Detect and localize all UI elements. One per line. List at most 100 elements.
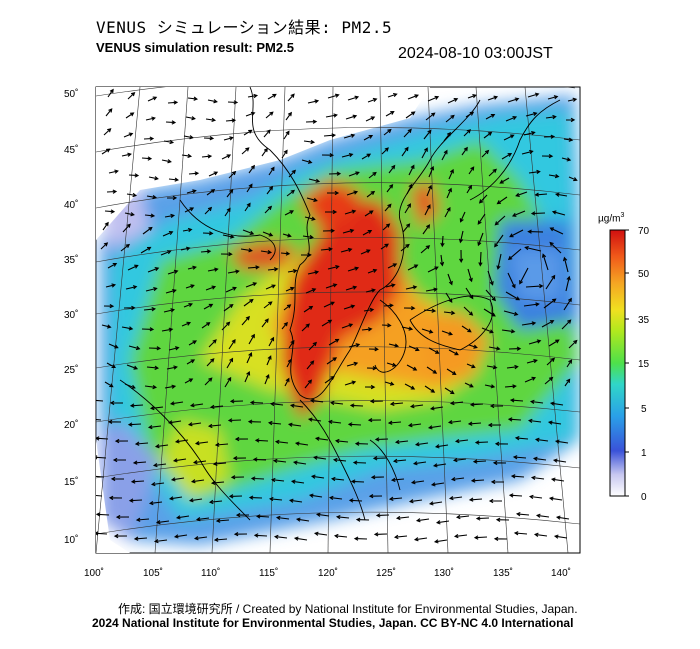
wind-arrow: [163, 139, 175, 145]
wind-arrow: [244, 202, 251, 212]
wind-arrow: [245, 282, 258, 288]
wind-arrow: [267, 267, 279, 272]
wind-arrow: [428, 347, 440, 354]
wind-arrow: [543, 134, 556, 139]
wind-arrow: [295, 517, 310, 522]
wind-arrow: [568, 176, 578, 182]
wind-arrow: [104, 209, 116, 214]
wind-arrow: [228, 338, 236, 350]
wind-arrow: [327, 264, 340, 270]
wind-arrow: [106, 189, 118, 194]
wind-arrow: [133, 536, 148, 541]
wind-arrow: [353, 536, 368, 541]
wind-arrow: [227, 100, 239, 105]
wind-arrow: [414, 442, 429, 447]
wind-arrow: [226, 189, 234, 198]
wind-arrow: [548, 173, 560, 179]
wind-arrow: [543, 298, 557, 309]
wind-arrow: [124, 212, 135, 217]
wind-arrow: [483, 131, 493, 139]
wind-arrow: [247, 265, 260, 270]
wind-arrow: [494, 215, 506, 226]
wind-arrow: [308, 341, 318, 351]
wind-arrow: [384, 381, 395, 386]
wind-arrow: [248, 333, 255, 345]
wind-arrow: [240, 248, 253, 253]
wind-arrow: [350, 479, 365, 484]
wind-arrow: [293, 536, 308, 541]
wind-arrow: [266, 355, 272, 366]
wind-arrow: [346, 361, 359, 367]
lat-label-50: 50˚: [64, 88, 78, 100]
wind-arrow: [477, 213, 486, 225]
wind-arrow: [434, 444, 449, 449]
wind-arrow: [510, 474, 525, 479]
wind-arrow: [541, 320, 555, 328]
wind-arrow: [308, 178, 321, 183]
wind-arrow: [342, 228, 355, 234]
wind-arrow: [174, 439, 189, 444]
wind-arrow: [467, 94, 477, 99]
wind-arrow: [107, 262, 118, 269]
wind-arrow: [363, 134, 374, 141]
wind-arrow: [446, 368, 457, 376]
wind-arrow: [515, 191, 528, 197]
wind-arrow: [548, 496, 563, 501]
lat-label-15: 15˚: [64, 476, 78, 488]
wind-arrow: [286, 358, 292, 368]
wind-arrow: [366, 190, 376, 198]
wind-arrow: [128, 345, 141, 351]
wind-arrow: [304, 216, 316, 221]
wind-arrow: [485, 289, 496, 302]
wind-arrow: [528, 339, 542, 345]
wind-arrow: [466, 363, 476, 369]
wind-arrow: [347, 95, 360, 101]
wind-arrow: [447, 273, 453, 286]
wind-arrow: [107, 88, 114, 98]
wind-arrow: [106, 362, 116, 369]
wind-arrow: [288, 498, 303, 503]
wind-arrow: [208, 339, 217, 348]
wind-arrow: [96, 399, 104, 402]
wind-arrow: [175, 515, 190, 520]
wind-arrow: [96, 455, 107, 460]
wind-arrow: [407, 264, 419, 271]
wind-arrow: [163, 308, 176, 313]
wind-arrow: [453, 533, 468, 539]
wind-arrow: [428, 165, 435, 178]
wind-arrow: [265, 111, 274, 119]
wind-arrow: [463, 306, 474, 316]
wind-arrow: [140, 246, 152, 254]
wind-arrow: [441, 149, 448, 161]
wind-arrow: [458, 230, 464, 244]
wind-arrow: [440, 235, 445, 248]
wind-arrow: [524, 376, 537, 383]
wind-arrow: [507, 97, 520, 103]
wind-arrow: [283, 304, 292, 311]
wind-arrow: [475, 516, 490, 521]
colorbar-unit-superscript: 3: [620, 212, 625, 219]
wind-arrow: [285, 286, 295, 292]
wind-arrow: [283, 130, 290, 140]
wind-arrow: [263, 129, 271, 138]
wind-arrow: [366, 366, 378, 371]
wind-arrow: [325, 113, 338, 118]
wind-arrow: [268, 166, 275, 176]
wind-arrow: [243, 298, 254, 307]
wind-arrow: [101, 148, 111, 155]
wind-arrow: [248, 495, 263, 500]
wind-arrow: [525, 111, 538, 117]
wind-arrow: [186, 189, 197, 194]
wind-arrow: [347, 266, 360, 272]
wind-arrow: [509, 229, 524, 238]
colorbar-unit: µg/m3: [598, 212, 624, 224]
wind-arrow: [153, 539, 168, 544]
wind-arrow: [96, 531, 108, 536]
wind-arrow: [400, 243, 410, 252]
wind-arrow: [425, 112, 436, 121]
lat-label-45: 45˚: [64, 144, 78, 156]
wind-arrow: [343, 133, 356, 139]
wind-arrow: [263, 301, 273, 309]
wind-arrow: [260, 249, 273, 255]
